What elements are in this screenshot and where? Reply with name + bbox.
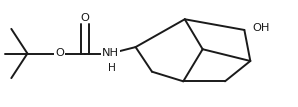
Text: H: H [108,63,116,74]
Text: OH: OH [253,23,270,33]
Text: O: O [55,48,64,59]
Text: NH: NH [102,48,119,59]
Text: O: O [80,13,89,23]
